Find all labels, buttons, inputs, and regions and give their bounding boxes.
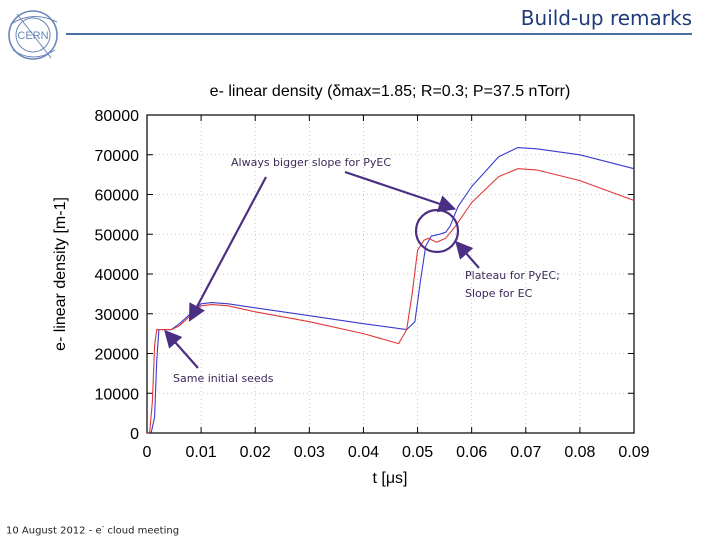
grid-lines	[147, 115, 634, 433]
logo-text: CERN	[17, 30, 48, 42]
x-tick-label: 0.02	[240, 444, 271, 461]
arrow-to-seeds	[164, 329, 199, 369]
x-tick-labels: 0 0.01 0.02 0.03 0.04 0.05 0.06 0.07 0.08 0.09	[143, 115, 650, 461]
arrow-to-first-slope	[188, 176, 267, 322]
chart-title: e- linear density (δmax=1.85; R=0.3; P=3…	[210, 83, 571, 100]
y-tick-label: 20000	[95, 347, 140, 364]
y-tick-label: 50000	[95, 227, 140, 244]
x-tick-label: 0.08	[564, 444, 595, 461]
y-tick-label: 10000	[95, 386, 140, 403]
x-tick-label: 0	[143, 444, 152, 461]
series-line-1	[146, 147, 635, 434]
series-line-2	[146, 168, 635, 434]
header-divider	[66, 33, 692, 35]
y-tick-label: 80000	[95, 108, 140, 125]
annotation-plateau: Plateau for PyEC;	[465, 269, 560, 282]
y-tick-label: 70000	[95, 148, 140, 165]
x-tick-label: 0.05	[402, 444, 433, 461]
plateau-highlight-circle	[414, 208, 460, 254]
x-axis-label: t [μs]	[373, 470, 408, 487]
footer-sup: -	[101, 522, 105, 531]
x-tick-label: 0.04	[348, 444, 379, 461]
x-tick-label: 0.09	[618, 444, 649, 461]
x-tick-label: 0.03	[294, 444, 325, 461]
y-tick-labels: 0 10000 20000 30000 40000 50000 60000 70000 8000…	[95, 108, 634, 443]
footer: 10 August 2012 - e- cloud meeting	[6, 523, 179, 536]
y-tick-label: 40000	[95, 267, 140, 284]
x-tick-label: 0.07	[510, 444, 541, 461]
slide-title: Build-up remarks	[520, 6, 692, 30]
x-tick-label: 0.06	[456, 444, 487, 461]
arrow-to-second-slope	[344, 170, 457, 213]
y-tick-label: 30000	[95, 307, 140, 324]
footer-date: 10 August 2012 - e	[6, 525, 102, 536]
y-tick-label: 0	[130, 426, 139, 443]
y-tick-label: 60000	[95, 188, 140, 205]
cern-logo: CERN	[8, 10, 58, 60]
y-axis-label: e- linear density [m-1]	[52, 197, 69, 351]
annotation-seeds: Same initial seeds	[173, 372, 274, 385]
arrow-to-plateau	[455, 240, 480, 269]
x-tick-label: 0.01	[186, 444, 217, 461]
footer-meeting: cloud meeting	[104, 525, 180, 536]
series-lines	[146, 147, 635, 434]
annotation-slope-ec: Slope for EC	[465, 287, 533, 300]
annotation-slope: Always bigger slope for PyEC	[231, 156, 391, 169]
